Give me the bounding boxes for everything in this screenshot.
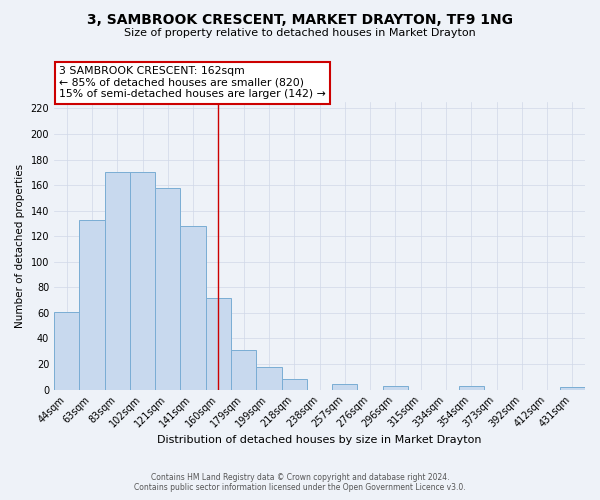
- Bar: [181, 226, 206, 390]
- Bar: [281, 380, 307, 390]
- Bar: [458, 386, 484, 390]
- Bar: [231, 350, 256, 390]
- Text: 3 SAMBROOK CRESCENT: 162sqm
← 85% of detached houses are smaller (820)
15% of se: 3 SAMBROOK CRESCENT: 162sqm ← 85% of det…: [59, 66, 326, 99]
- Bar: [79, 220, 104, 390]
- Text: 3, SAMBROOK CRESCENT, MARKET DRAYTON, TF9 1NG: 3, SAMBROOK CRESCENT, MARKET DRAYTON, TF…: [87, 12, 513, 26]
- Bar: [104, 172, 130, 390]
- Bar: [256, 366, 281, 390]
- Text: Contains HM Land Registry data © Crown copyright and database right 2024.
Contai: Contains HM Land Registry data © Crown c…: [134, 473, 466, 492]
- Bar: [383, 386, 408, 390]
- Bar: [155, 188, 181, 390]
- Bar: [332, 384, 358, 390]
- Bar: [54, 312, 79, 390]
- X-axis label: Distribution of detached houses by size in Market Drayton: Distribution of detached houses by size …: [157, 435, 482, 445]
- Y-axis label: Number of detached properties: Number of detached properties: [15, 164, 25, 328]
- Text: Size of property relative to detached houses in Market Drayton: Size of property relative to detached ho…: [124, 28, 476, 38]
- Bar: [130, 172, 155, 390]
- Bar: [560, 387, 585, 390]
- Bar: [206, 298, 231, 390]
